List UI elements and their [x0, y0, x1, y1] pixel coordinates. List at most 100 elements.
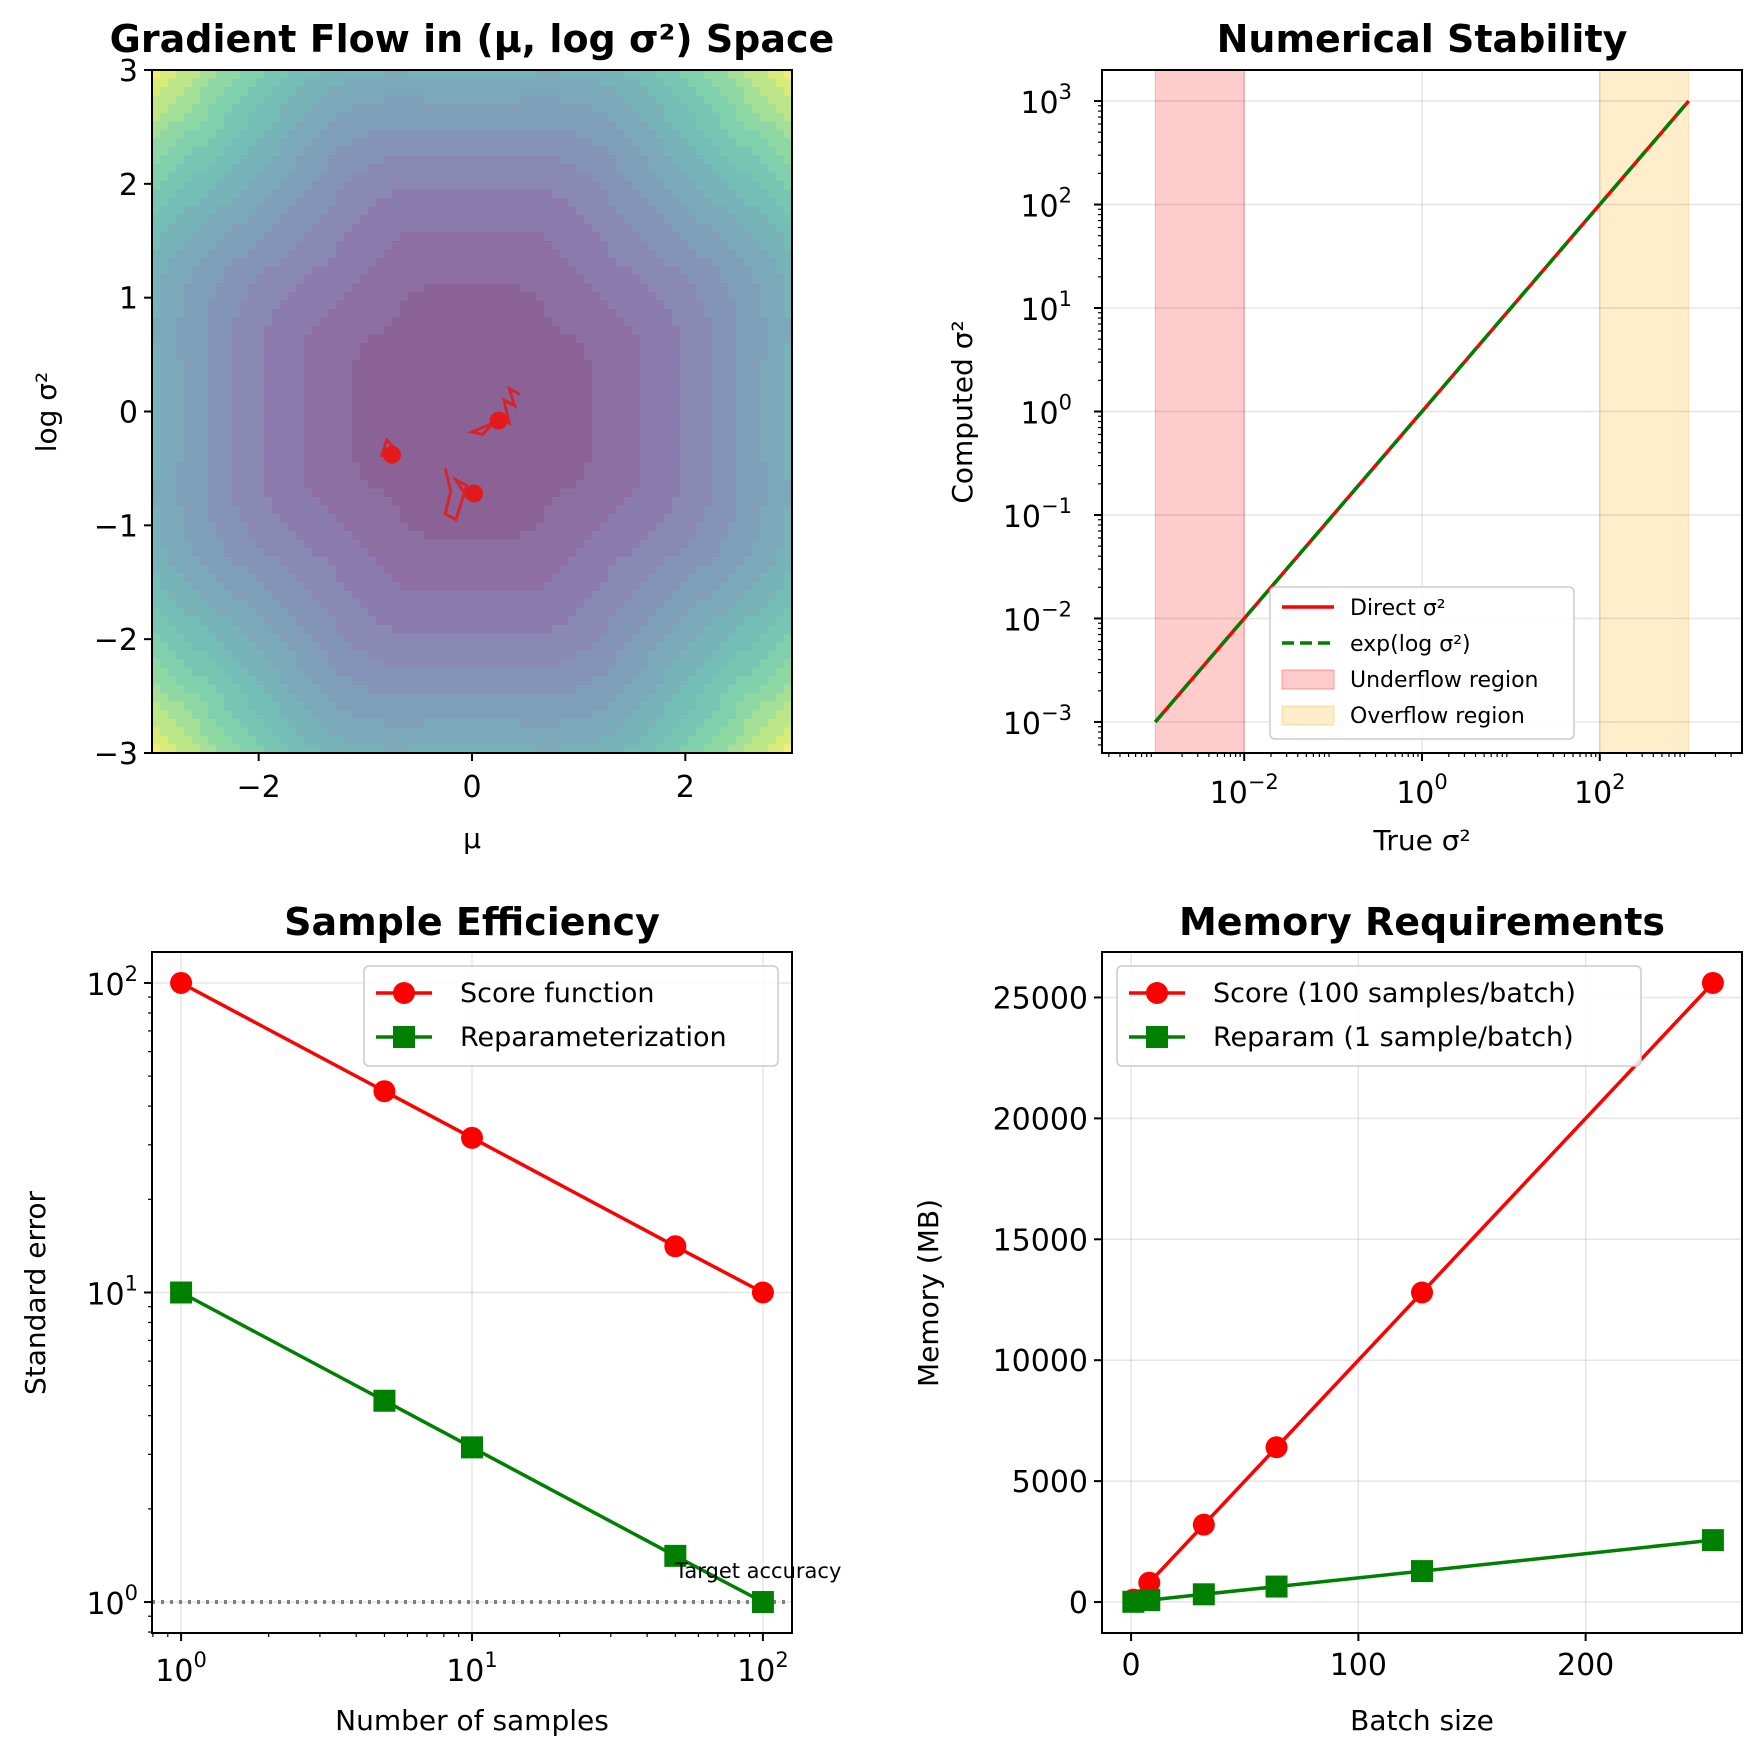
contour-cell — [168, 172, 177, 182]
contour-cell — [584, 249, 593, 259]
contour-cell — [640, 146, 649, 156]
contour-cell — [272, 710, 281, 720]
contour-cell — [552, 659, 561, 669]
contour-cell — [520, 522, 529, 532]
contour-cell — [352, 189, 361, 199]
contour-cell — [320, 676, 329, 686]
contour-cell — [576, 437, 585, 447]
contour-cell — [304, 189, 313, 199]
contour-cell — [320, 121, 329, 131]
contour-cell — [216, 146, 225, 156]
contour-cell — [552, 266, 561, 276]
contour-cell — [432, 215, 441, 225]
contour-cell — [472, 573, 481, 583]
contour-cell — [592, 599, 601, 609]
contour-cell — [168, 87, 177, 97]
contour-cell — [408, 377, 417, 387]
contour-cell — [560, 360, 569, 370]
contour-cell — [416, 676, 425, 686]
contour-cell — [216, 121, 225, 131]
contour-cell — [248, 146, 257, 156]
contour-cell — [336, 326, 345, 336]
contour-cell — [424, 129, 433, 139]
contour-cell — [296, 735, 305, 746]
contour-cell — [424, 351, 433, 361]
contour-cell — [376, 522, 385, 532]
contour-cell — [336, 633, 345, 643]
contour-cell — [184, 104, 193, 114]
contour-cell — [232, 531, 241, 541]
contour-cell — [160, 718, 169, 728]
contour-cell — [640, 428, 649, 438]
contour-cell — [272, 556, 281, 566]
contour-cell — [376, 437, 385, 447]
contour-cell — [232, 727, 241, 737]
contour-cell — [456, 633, 465, 643]
contour-cell — [296, 95, 305, 105]
contour-cell — [216, 445, 225, 455]
contour-cell — [592, 112, 601, 122]
contour-cell — [544, 146, 553, 156]
contour-cell — [320, 693, 329, 703]
contour-cell — [160, 104, 169, 114]
contour-cell — [608, 727, 617, 737]
contour-cell — [232, 693, 241, 703]
contour-cell — [344, 573, 353, 583]
contour-cell — [480, 368, 489, 378]
contour-cell — [416, 300, 425, 310]
contour-cell — [440, 701, 449, 711]
contour-cell — [456, 667, 465, 677]
contour-cell — [528, 488, 537, 498]
contour-cell — [168, 232, 177, 242]
contour-cell — [216, 291, 225, 302]
contour-cell — [624, 590, 633, 600]
contour-cell — [152, 667, 161, 677]
contour-cell — [256, 701, 265, 711]
contour-cell — [344, 445, 353, 455]
contour-cell — [520, 163, 529, 174]
contour-cell — [232, 394, 241, 404]
contour-cell — [640, 607, 649, 617]
contour-cell — [368, 138, 377, 148]
contour-cell — [192, 488, 201, 498]
contour-cell — [432, 146, 441, 156]
contour-cell — [632, 420, 641, 430]
contour-cell — [624, 95, 633, 105]
contour-cell — [440, 659, 449, 669]
contour-cell — [312, 112, 321, 122]
contour-cell — [616, 334, 625, 344]
contour-cell — [280, 283, 289, 293]
contour-cell — [520, 240, 529, 250]
contour-cell — [560, 420, 569, 430]
contour-cell — [400, 206, 409, 216]
contour-cell — [168, 266, 177, 276]
contour-cell — [320, 266, 329, 276]
contour-cell — [384, 718, 393, 728]
contour-cell — [640, 505, 649, 515]
contour-cell — [400, 659, 409, 669]
contour-cell — [528, 548, 537, 558]
contour-cell — [376, 180, 385, 191]
contour-cell — [416, 266, 425, 276]
contour-cell — [528, 249, 537, 259]
contour-cell — [240, 531, 249, 541]
contour-cell — [312, 394, 321, 404]
contour-cell — [192, 479, 201, 489]
contour-cell — [448, 112, 457, 122]
contour-cell — [400, 556, 409, 566]
contour-cell — [248, 565, 257, 575]
contour-cell — [384, 155, 393, 165]
contour-cell — [504, 206, 513, 216]
contour-cell — [480, 599, 489, 609]
contour-cell — [512, 87, 521, 97]
contour-cell — [328, 573, 337, 583]
contour-cell — [320, 283, 329, 293]
contour-cell — [520, 87, 529, 97]
contour-cell — [592, 155, 601, 165]
contour-cell — [488, 650, 497, 660]
contour-cell — [624, 291, 633, 302]
contour-cell — [368, 437, 377, 447]
contour-cell — [584, 454, 593, 464]
contour-cell — [568, 693, 577, 703]
contour-cell — [392, 138, 401, 148]
